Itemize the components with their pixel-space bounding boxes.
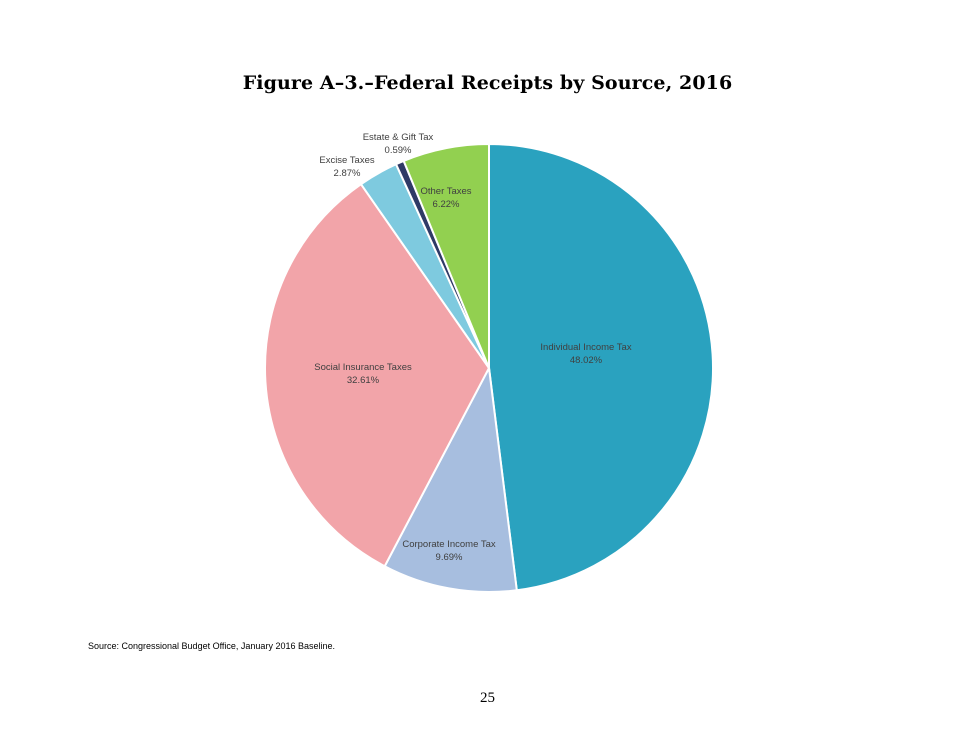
slice-label-corporate-income-tax: Corporate Income Tax	[402, 539, 496, 550]
slice-value-excise-taxes: 2.87%	[334, 168, 361, 179]
slice-value-individual-income-tax: 48.02%	[570, 355, 603, 366]
slice-value-social-insurance-taxes: 32.61%	[347, 375, 380, 386]
slice-label-excise-taxes: Excise Taxes	[319, 155, 375, 166]
slice-value-estate-and-gift-tax: 0.59%	[385, 145, 412, 156]
slice-label-social-insurance-taxes: Social Insurance Taxes	[314, 362, 412, 373]
slice-other-taxes	[402, 142, 490, 369]
pie-slices	[264, 142, 714, 593]
source-note: Source: Congressional Budget Office, Jan…	[88, 641, 335, 651]
slice-label-estate-and-gift-tax: Estate & Gift Tax	[363, 132, 434, 143]
slice-value-corporate-income-tax: 9.69%	[436, 552, 463, 563]
chart-title: Figure A–3.–Federal Receipts by Source, …	[242, 72, 733, 94]
slice-value-other-taxes: 6.22%	[433, 199, 460, 210]
slice-individual-income-tax	[488, 142, 714, 592]
slice-social-insurance-taxes	[264, 182, 491, 568]
pie-labels: Individual Income Tax 48.02% Corporate Inc…	[314, 132, 632, 563]
slice-label-other-taxes: Other Taxes	[420, 186, 471, 197]
slice-corporate-income-tax	[383, 364, 518, 593]
page-number: 25	[480, 690, 495, 706]
slice-label-individual-income-tax: Individual Income Tax	[540, 342, 631, 353]
